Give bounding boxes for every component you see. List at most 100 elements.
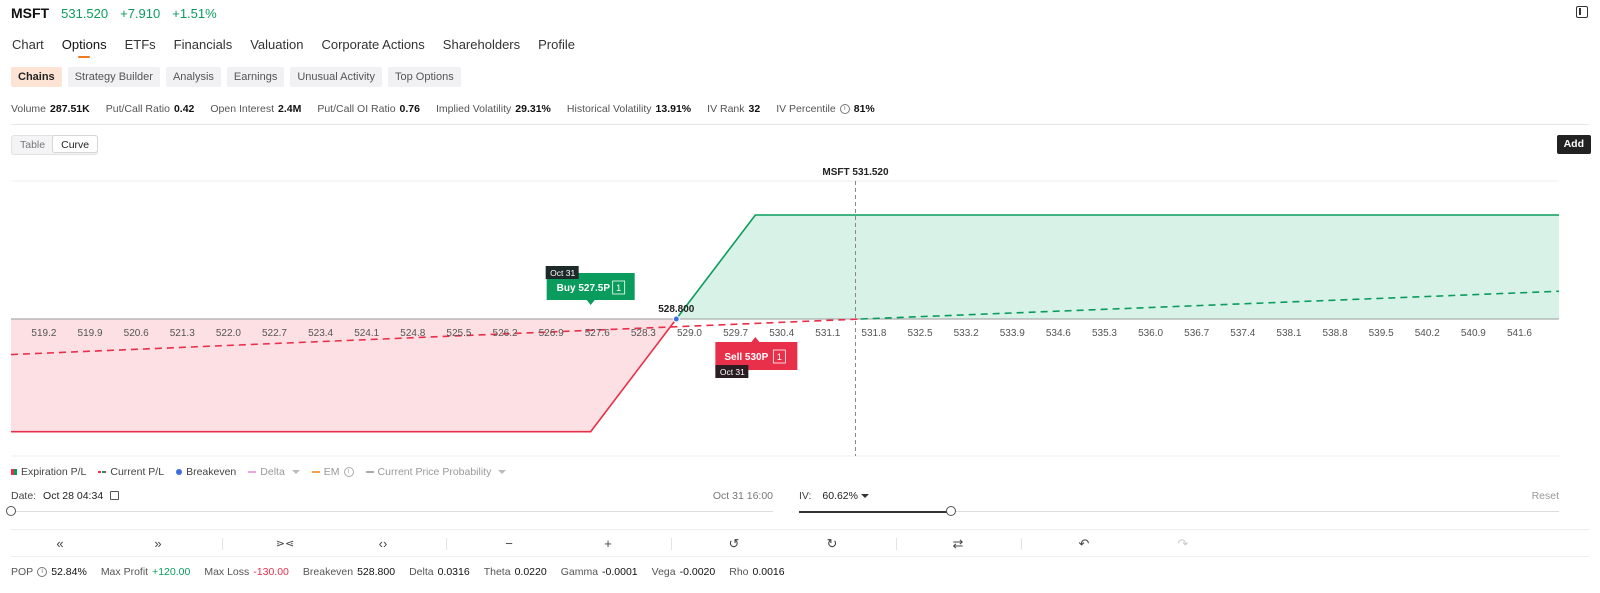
breakeven-point [672, 315, 680, 323]
info-icon[interactable]: i [37, 567, 48, 577]
add-button[interactable]: Add [1556, 135, 1591, 154]
metric-max-profit: Max Profit +120.00 [100, 566, 191, 578]
date-label: Date: [11, 490, 37, 502]
current-pl-loss-line [10, 318, 861, 356]
stat-open-interest: Open Interest 2.4M [210, 103, 302, 115]
stat-historical-volatility: Historical Volatility 13.91% [566, 103, 692, 115]
legend-breakeven[interactable]: Breakeven [176, 466, 236, 478]
stat-iv-rank: IV Rank 32 [707, 103, 761, 115]
tab-profile[interactable]: Profile [538, 37, 575, 52]
zoom-in-button[interactable]: + [604, 536, 612, 551]
subtab-unusual-activity[interactable]: Unusual Activity [290, 67, 382, 87]
x-tick-label: 521.3 [170, 328, 195, 339]
date-slider-track[interactable] [11, 511, 773, 512]
calendar-icon[interactable] [110, 491, 120, 500]
iv-label: IV: [799, 490, 812, 502]
last-price: 531.520 [61, 5, 109, 21]
iv-value-select[interactable]: 60.62% [822, 490, 869, 502]
x-tick-label: 530.4 [769, 328, 794, 339]
zoom-out-button[interactable]: − [505, 536, 513, 551]
x-tick-label: 533.2 [954, 328, 979, 339]
metric-gamma: Gamma -0.0001 [560, 566, 638, 578]
date-slider-row: Date: Oct 28 04:34 Oct 31 16:00 [11, 490, 773, 502]
metric-breakeven: Breakeven 528.800 [302, 566, 396, 578]
subtab-analysis[interactable]: Analysis [165, 67, 221, 87]
legend-expiration-pl[interactable]: Expiration P/L [11, 466, 86, 478]
chevron-down-icon [291, 470, 300, 474]
x-tick-label: 523.4 [308, 328, 333, 339]
buy-leg-qty: 1 [616, 283, 621, 293]
x-tick-label: 538.1 [1276, 328, 1301, 339]
x-tick-label: 520.6 [124, 328, 149, 339]
expiration-pl-profit-line [675, 214, 1559, 320]
tab-corporate-actions[interactable]: Corporate Actions [321, 37, 425, 52]
breakeven-label: 528.800 [658, 304, 695, 315]
collapse-panel-icon[interactable] [1576, 6, 1588, 18]
subtab-top-options[interactable]: Top Options [388, 67, 461, 87]
chart-legend: Expiration P/L Current P/L Breakeven Del… [11, 466, 507, 478]
buy-leg-qty-box [612, 280, 626, 295]
stat-implied-volatility: Implied Volatility 29.31% [435, 103, 551, 115]
buy-leg-label: Buy 527.5P [557, 283, 611, 294]
metric-pop: POP i 52.84% [11, 566, 87, 578]
pl-curve-chart[interactable]: MSFT 531.520 519.2 519.9 520.6 521.3 522.0 522… [0, 160, 1600, 460]
x-tick-label: 536.7 [1184, 328, 1209, 339]
history-back-icon[interactable]: ↺ [728, 536, 740, 551]
current-price-label: MSFT 531.520 [822, 167, 889, 178]
stat-put-call-ratio: Put/Call Ratio 0.42 [105, 103, 195, 115]
quote-header: MSFT 531.520 +7.910 +1.51% [11, 5, 217, 21]
divider [1021, 538, 1022, 550]
scroll-far-left-button[interactable]: « [56, 536, 64, 551]
expand-range-button[interactable]: ‹› [378, 536, 388, 551]
legend-delta[interactable]: Delta [248, 466, 300, 478]
delta-swatch [248, 471, 257, 473]
table-view-button[interactable]: Table [20, 139, 46, 151]
tab-chart[interactable]: Chart [12, 37, 44, 52]
subtab-earnings[interactable]: Earnings [226, 67, 285, 87]
redo-icon[interactable]: ↷ [1177, 536, 1189, 551]
sell-leg-expiry-tag [715, 365, 749, 378]
subtab-strategy-builder[interactable]: Strategy Builder [67, 67, 160, 87]
undo-icon[interactable]: ↶ [1078, 536, 1090, 551]
legend-current-price-probability[interactable]: Current Price Probability [365, 466, 507, 478]
tab-etfs[interactable]: ETFs [124, 37, 156, 52]
collapse-range-button[interactable]: ⋗⋖ [275, 538, 295, 550]
stat-put-call-oi-ratio: Put/Call OI Ratio 0.76 [317, 103, 420, 115]
iv-slider-handle[interactable] [946, 506, 956, 516]
x-tick-label: 528.3 [631, 328, 656, 339]
x-tick-label: 524.1 [354, 328, 379, 339]
curve-view-button[interactable]: Curve [52, 135, 99, 153]
subtab-chains[interactable]: Chains [11, 67, 62, 87]
metric-vega: Vega -0.0020 [651, 566, 716, 578]
current-pl-swatch [98, 471, 107, 473]
history-forward-icon[interactable]: ↻ [826, 536, 838, 551]
info-icon[interactable]: i [343, 467, 354, 477]
ticker-symbol: MSFT [11, 5, 50, 21]
x-tick-label: 527.6 [585, 328, 610, 339]
chevron-down-icon [498, 470, 507, 474]
tab-options[interactable]: Options [61, 37, 107, 58]
reset-button[interactable]: Reset [1531, 490, 1559, 502]
legend-em[interactable]: EM i [311, 466, 354, 478]
date-slider-handle[interactable] [6, 506, 16, 516]
x-tick-label: 525.5 [446, 328, 471, 339]
expiration-pl-swatch [11, 469, 17, 475]
sell-leg-expiry: Oct 31 [720, 367, 745, 377]
tab-valuation[interactable]: Valuation [250, 37, 304, 52]
info-icon[interactable]: i [839, 104, 850, 114]
date-value: Oct 28 04:34 [43, 490, 104, 502]
tab-financials[interactable]: Financials [173, 37, 233, 52]
iv-slider-fill [799, 511, 951, 513]
swap-icon[interactable]: ⇄ [952, 536, 964, 551]
x-tick-label: 537.4 [1230, 328, 1255, 339]
legend-current-pl[interactable]: Current P/L [98, 466, 164, 478]
iv-slider-track[interactable] [799, 511, 1559, 512]
em-swatch [311, 471, 320, 473]
x-tick-label: 519.2 [31, 328, 56, 339]
x-tick-label: 519.9 [78, 328, 103, 339]
iv-slider-row: IV: 60.62% Reset [799, 490, 1559, 502]
x-tick-label: 540.2 [1415, 328, 1440, 339]
tab-shareholders[interactable]: Shareholders [442, 37, 521, 52]
buy-leg-expiry-tag [545, 266, 579, 279]
scroll-far-right-button[interactable]: » [154, 536, 162, 551]
